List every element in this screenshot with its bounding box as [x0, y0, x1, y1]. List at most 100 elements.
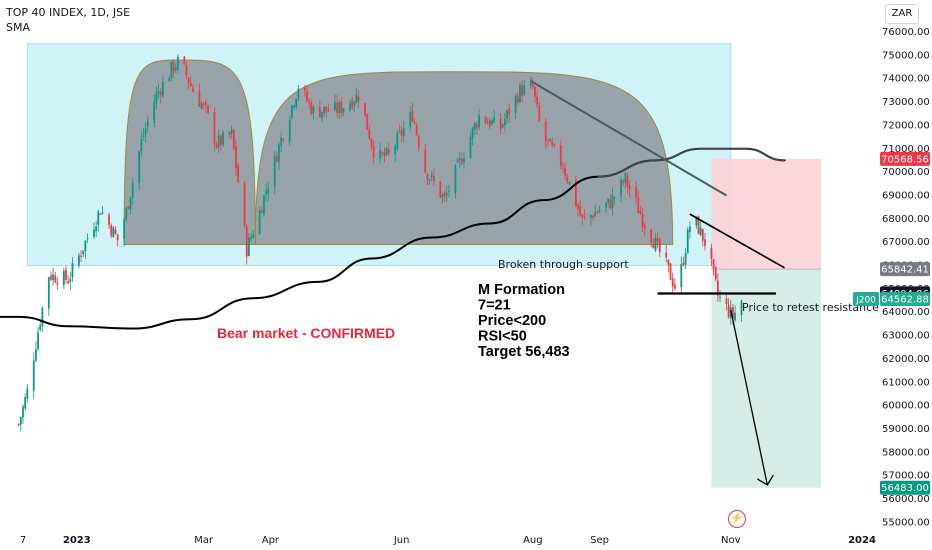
- candle[interactable]: [387, 142, 390, 156]
- candle[interactable]: [86, 233, 89, 243]
- candle[interactable]: [200, 100, 203, 110]
- candle[interactable]: [267, 181, 270, 202]
- candle[interactable]: [590, 214, 592, 226]
- candle[interactable]: [620, 176, 622, 202]
- candle[interactable]: [458, 152, 461, 169]
- candle[interactable]: [628, 180, 631, 197]
- candle[interactable]: [609, 193, 612, 210]
- candle[interactable]: [379, 142, 382, 165]
- candle[interactable]: [303, 85, 306, 97]
- candle[interactable]: [275, 151, 278, 163]
- candle[interactable]: [499, 113, 502, 135]
- candle[interactable]: [598, 205, 601, 214]
- candle[interactable]: [161, 75, 164, 99]
- candle[interactable]: [217, 129, 220, 153]
- candle[interactable]: [228, 131, 231, 139]
- candle[interactable]: [54, 271, 57, 284]
- candle[interactable]: [667, 259, 670, 273]
- candle[interactable]: [65, 265, 67, 284]
- candle[interactable]: [349, 98, 351, 113]
- candle[interactable]: [566, 173, 569, 184]
- candle[interactable]: [501, 123, 504, 129]
- candle[interactable]: [250, 233, 252, 242]
- candle[interactable]: [192, 84, 194, 93]
- candle[interactable]: [310, 98, 313, 116]
- candle[interactable]: [355, 87, 358, 104]
- candle[interactable]: [725, 292, 728, 311]
- candle[interactable]: [624, 171, 627, 189]
- price-tag[interactable]: 65842.41: [880, 262, 930, 277]
- candle[interactable]: [605, 202, 607, 214]
- stop-loss-zone[interactable]: [711, 158, 822, 270]
- candle[interactable]: [716, 273, 719, 302]
- candle[interactable]: [97, 209, 100, 232]
- candle[interactable]: [24, 393, 27, 411]
- candle[interactable]: [383, 147, 386, 163]
- candle[interactable]: [701, 228, 704, 247]
- candle[interactable]: [682, 256, 685, 267]
- candle[interactable]: [394, 143, 397, 162]
- candle[interactable]: [559, 140, 562, 170]
- candle[interactable]: [357, 90, 360, 109]
- candle[interactable]: [665, 244, 668, 263]
- candle[interactable]: [568, 181, 571, 186]
- candle[interactable]: [400, 125, 403, 143]
- candle[interactable]: [80, 250, 82, 263]
- candle[interactable]: [486, 117, 489, 125]
- candle[interactable]: [656, 232, 659, 249]
- candle[interactable]: [396, 130, 399, 152]
- candle[interactable]: [95, 220, 98, 237]
- candle[interactable]: [295, 97, 298, 111]
- candle[interactable]: [62, 267, 65, 290]
- candle[interactable]: [334, 94, 336, 112]
- descending-trendline[interactable]: [530, 80, 727, 197]
- candle[interactable]: [84, 240, 87, 260]
- candle[interactable]: [353, 100, 356, 112]
- candle[interactable]: [430, 171, 433, 182]
- candle[interactable]: [338, 99, 341, 120]
- candle[interactable]: [198, 83, 201, 108]
- candle[interactable]: [189, 75, 192, 87]
- candle[interactable]: [237, 162, 240, 183]
- candle[interactable]: [534, 85, 536, 103]
- candle[interactable]: [260, 206, 263, 213]
- candle[interactable]: [488, 117, 491, 130]
- candle[interactable]: [35, 341, 37, 363]
- candle[interactable]: [323, 106, 326, 118]
- candle[interactable]: [123, 216, 126, 247]
- candle[interactable]: [581, 213, 584, 225]
- candle[interactable]: [39, 321, 42, 332]
- candle[interactable]: [626, 173, 629, 194]
- candle[interactable]: [342, 107, 345, 116]
- candle[interactable]: [318, 100, 321, 118]
- candle[interactable]: [321, 112, 323, 122]
- candle[interactable]: [508, 103, 511, 123]
- candle[interactable]: [654, 232, 657, 253]
- candle[interactable]: [235, 140, 237, 176]
- candle[interactable]: [282, 138, 285, 144]
- candle[interactable]: [704, 232, 706, 251]
- candle[interactable]: [596, 210, 599, 214]
- candle[interactable]: [669, 262, 672, 281]
- price-tag[interactable]: 56483.00: [880, 480, 930, 495]
- candle[interactable]: [553, 143, 556, 149]
- candle[interactable]: [471, 126, 474, 146]
- candle[interactable]: [204, 98, 207, 113]
- candle[interactable]: [432, 168, 435, 186]
- candle[interactable]: [172, 59, 175, 79]
- candle[interactable]: [673, 278, 676, 291]
- candle[interactable]: [529, 76, 532, 89]
- candle[interactable]: [503, 112, 506, 132]
- candle[interactable]: [493, 109, 496, 123]
- candle[interactable]: [32, 352, 35, 399]
- target-zone[interactable]: [711, 269, 822, 488]
- candles[interactable]: [17, 54, 743, 432]
- candle[interactable]: [562, 161, 564, 173]
- candle[interactable]: [538, 101, 541, 123]
- candle[interactable]: [478, 108, 480, 131]
- candle[interactable]: [411, 102, 414, 123]
- candle[interactable]: [174, 62, 177, 74]
- candle[interactable]: [688, 221, 691, 239]
- candle[interactable]: [547, 138, 549, 147]
